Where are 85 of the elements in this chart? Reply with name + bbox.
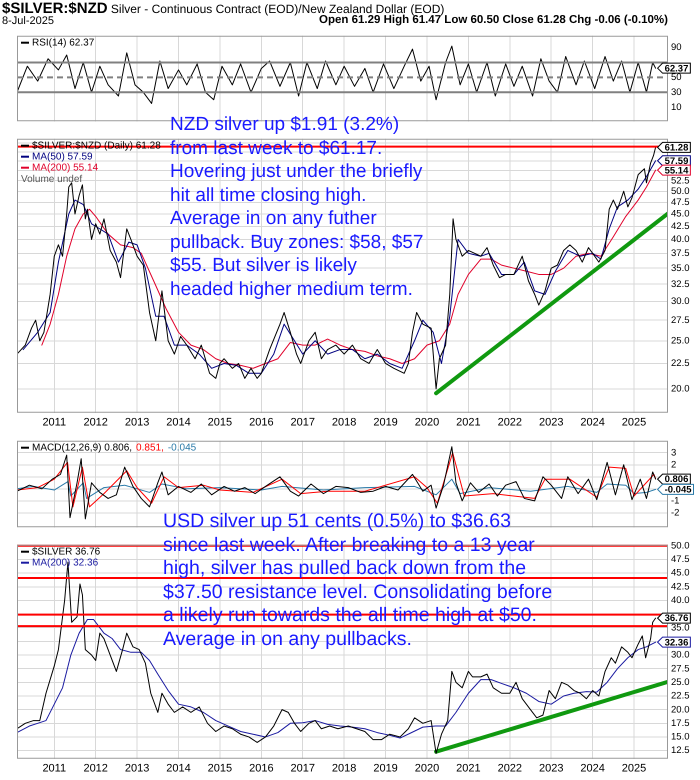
annotation: 62.37: [664, 63, 688, 74]
series-label: 0.851,: [136, 442, 164, 454]
x-tick-label: 2017: [290, 762, 315, 774]
annotation: 0.806: [664, 474, 688, 486]
x-tick-label: 2013: [124, 762, 150, 774]
y-tick-label: 45.0: [671, 568, 690, 579]
y-tick-label: 15.0: [671, 732, 690, 743]
annotation: Volume undef: [21, 174, 82, 185]
y-tick-label: 3: [671, 447, 676, 458]
x-tick-label: 2011: [42, 416, 66, 428]
x-tick-label: 2015: [208, 416, 232, 428]
y-tick-label: 40.0: [671, 234, 690, 246]
x-tick-label: 2022: [498, 762, 522, 774]
annotation: 55.14: [664, 165, 690, 176]
y-tick-label: 25.0: [671, 676, 690, 688]
y-tick-label: 30: [671, 86, 682, 98]
y-tick-label: 35.0: [671, 622, 690, 634]
legend-label: MA(200) 32.36: [32, 557, 99, 568]
series-label: -0.045: [664, 484, 692, 496]
text: Open 61.29 High 61.47 Low 60.50 Close 61.28 Chg -0.06 (-0.10%): [319, 14, 668, 26]
y-tick-label: 12.5: [671, 745, 690, 756]
y-tick-label: 40.0: [671, 595, 690, 606]
legend-label: RSI(14) 62.37: [32, 37, 95, 48]
x-tick-label: 2019: [373, 762, 398, 774]
y-tick-label: 10: [671, 102, 682, 113]
y-tick-label: 37.5: [671, 248, 690, 259]
y-tick-label: 27.5: [671, 314, 690, 326]
x-tick-label: 2021: [456, 762, 481, 774]
x-tick-label: 2012: [83, 416, 108, 428]
y-tick-label: 90: [671, 42, 682, 54]
annotation: -0.045: [168, 442, 197, 454]
chart-subtitle: 8-Jul-2025: [2, 15, 54, 27]
y-tick-label: 47.5: [671, 554, 690, 566]
y-tick-label: -1: [671, 495, 680, 506]
legend-label: MACD(12,26,9) 0.806,: [32, 442, 132, 454]
x-tick-label: 2015: [208, 762, 232, 774]
x-tick-label: 2020: [414, 762, 440, 774]
annotation: 32.36: [664, 637, 688, 648]
x-tick-label: 2021: [456, 416, 481, 428]
x-tick-label: 2016: [249, 416, 274, 428]
y-tick-label: 20.0: [671, 384, 690, 394]
legend-label: $SILVER 36.76: [32, 546, 101, 558]
y-tick-label: -2: [671, 507, 680, 518]
annotation: 36.76: [664, 613, 688, 624]
x-tick-label: 2019: [373, 416, 398, 428]
y-tick-label: 47.5: [671, 196, 690, 208]
y-tick-label: 27.5: [671, 663, 690, 674]
x-tick-label: 2017: [290, 416, 315, 428]
annotation: 57.59: [664, 156, 688, 167]
y-tick-label: 30.0: [671, 650, 690, 661]
y-tick-label: 50: [671, 72, 682, 84]
y-tick-label: 32.5: [671, 278, 690, 290]
annotation: 61.28: [664, 142, 688, 154]
y-tick-label: 42.5: [671, 220, 690, 232]
x-tick-label: 2022: [498, 416, 522, 428]
x-tick-label: 2014: [166, 416, 191, 428]
x-tick-label: 2024: [580, 762, 605, 774]
x-tick-label: 2025: [622, 416, 646, 428]
y-tick-label: 25.0: [671, 335, 690, 346]
y-tick-label: 35.0: [671, 262, 690, 274]
x-tick-label: 2023: [538, 762, 564, 774]
y-tick-label: 20.0: [671, 704, 690, 716]
x-tick-label: 2018: [332, 416, 356, 428]
y-tick-label: 42.5: [671, 581, 690, 592]
y-tick-label: 45.0: [671, 208, 690, 220]
y-tick-label: 52.5: [671, 175, 690, 186]
x-tick-label: 2018: [332, 762, 356, 774]
y-tick-label: 22.5: [671, 690, 690, 702]
x-tick-label: 2020: [414, 416, 440, 428]
x-tick-label: 2024: [580, 416, 605, 428]
x-tick-label: 2014: [166, 762, 191, 774]
y-tick-label: 30.0: [671, 296, 690, 308]
y-tick-label: 50.0: [671, 186, 690, 197]
x-tick-label: 2016: [249, 762, 274, 774]
legend-label: MA(200) 55.14: [32, 162, 99, 174]
x-tick-label: 2011: [42, 762, 66, 774]
x-tick-label: 2012: [83, 762, 108, 774]
x-tick-label: 2013: [124, 416, 150, 428]
y-tick-label: 22.5: [671, 358, 690, 370]
x-tick-label: 2023: [538, 416, 564, 428]
y-tick-label: 17.5: [671, 718, 690, 729]
y-tick-label: 2: [671, 459, 676, 470]
x-tick-label: 2025: [622, 762, 646, 774]
legend-label: MA(50) 57.59: [32, 151, 94, 162]
y-tick-label: 50.0: [671, 540, 690, 552]
